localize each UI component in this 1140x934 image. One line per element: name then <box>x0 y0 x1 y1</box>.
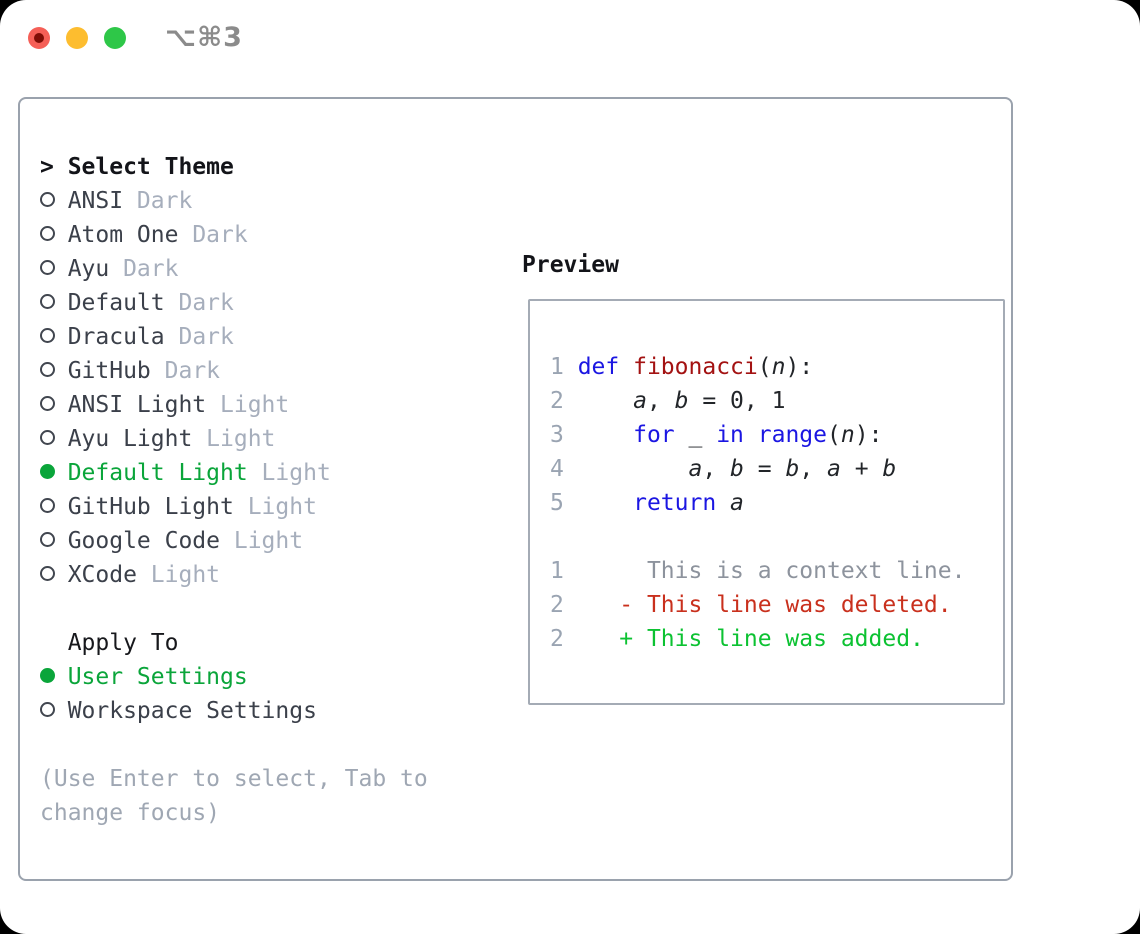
radio-icon <box>40 566 55 581</box>
radio-icon <box>40 532 55 547</box>
marker <box>40 456 68 490</box>
marker <box>40 422 68 456</box>
section-gap <box>40 592 452 626</box>
minimize-button[interactable] <box>66 27 88 49</box>
theme-variant-label: Dark <box>164 290 234 316</box>
radio-icon <box>40 702 55 717</box>
theme-variant-label: Light <box>247 460 331 486</box>
theme-option-default-light[interactable]: Default Light Light <box>40 456 452 490</box>
radio-icon <box>40 430 55 445</box>
radio-icon <box>40 192 55 207</box>
theme-option-label: GitHub Light <box>67 494 234 520</box>
zoom-button[interactable] <box>104 27 126 49</box>
select-theme-title: Select Theme <box>67 154 234 180</box>
theme-option-ansi-light[interactable]: ANSI Light Light <box>40 388 452 422</box>
code-line: 2 - This line was deleted. <box>550 592 952 618</box>
apply-option-label: Workspace Settings <box>67 698 317 724</box>
marker <box>40 490 68 524</box>
theme-variant-label: Dark <box>178 222 248 248</box>
code-line: 2 a, b = 0, 1 <box>550 388 786 414</box>
theme-variant-label: Dark <box>150 358 221 384</box>
theme-variant-label: Dark <box>164 324 234 350</box>
theme-option-label: Atom One <box>67 222 179 248</box>
theme-option-label: ANSI <box>67 188 124 214</box>
code-line: 5 return a <box>550 490 744 516</box>
apply-option-workspace-settings[interactable]: Workspace Settings <box>40 694 452 728</box>
theme-variant-label: Light <box>206 392 290 418</box>
theme-option-label: Default Light <box>67 460 248 486</box>
select-theme-header: > Select Theme <box>40 150 452 184</box>
code-line: 3 for _ in range(n): <box>550 422 883 448</box>
marker <box>40 660 68 694</box>
record-dot-icon <box>34 33 44 43</box>
marker <box>40 252 68 286</box>
marker <box>40 286 68 320</box>
selection-caret-icon: > <box>40 154 54 180</box>
marker <box>40 184 68 218</box>
theme-option-default[interactable]: Default Dark <box>40 286 452 320</box>
theme-option-label: XCode <box>67 562 137 588</box>
theme-variant-label: Light <box>233 494 317 520</box>
theme-option-label: Ayu Light <box>67 426 193 452</box>
theme-option-xcode[interactable]: XCode Light <box>40 558 452 592</box>
marker <box>40 524 68 558</box>
apply-to-header: Apply To <box>40 626 452 660</box>
apply-option-label: User Settings <box>67 664 248 690</box>
theme-option-label: GitHub <box>67 358 151 384</box>
radio-icon <box>40 226 55 241</box>
theme-variant-label: Dark <box>123 188 193 214</box>
theme-column: > Select Theme ANSI Dark Atom One Dark Ayu … <box>40 150 452 830</box>
code-line: 2 + This line was added. <box>550 626 924 652</box>
theme-option-ayu[interactable]: Ayu Dark <box>40 252 452 286</box>
marker <box>40 218 68 252</box>
window-shortcut-label: ⌥⌘3 <box>165 22 243 53</box>
theme-option-label: Dracula <box>67 324 165 350</box>
code-line: 4 a, b = b, a + b <box>550 456 897 482</box>
radio-selected-icon <box>40 464 55 479</box>
preview-title: Preview <box>522 252 619 278</box>
apply-to-options-list: User Settings Workspace Settings <box>40 660 452 728</box>
radio-icon <box>40 396 55 411</box>
code-line <box>550 520 1003 554</box>
theme-option-atom-one[interactable]: Atom One Dark <box>40 218 452 252</box>
theme-option-ayu-light[interactable]: Ayu Light Light <box>40 422 452 456</box>
radio-icon <box>40 260 55 275</box>
apply-option-user-settings[interactable]: User Settings <box>40 660 452 694</box>
radio-icon <box>40 498 55 513</box>
code-line: 1 This is a context line. <box>550 558 966 584</box>
radio-icon <box>40 328 55 343</box>
theme-option-label: Google Code <box>67 528 221 554</box>
marker <box>40 354 68 388</box>
theme-variant-label: Light <box>192 426 276 452</box>
theme-option-label: ANSI Light <box>67 392 207 418</box>
theme-option-github[interactable]: GitHub Dark <box>40 354 452 388</box>
theme-option-github-light[interactable]: GitHub Light Light <box>40 490 452 524</box>
theme-variant-label: Light <box>220 528 304 554</box>
theme-options-list: ANSI Dark Atom One Dark Ayu Dark Default Da… <box>40 184 452 592</box>
hint-text: (Use Enter to select, Tab to change focu… <box>40 766 428 826</box>
theme-option-label: Default <box>67 290 165 316</box>
theme-variant-label: Light <box>136 562 221 588</box>
theme-option-label: Ayu <box>67 256 110 282</box>
theme-option-dracula[interactable]: Dracula Dark <box>40 320 452 354</box>
apply-to-title: Apply To <box>67 630 179 656</box>
marker <box>40 320 68 354</box>
theme-variant-label: Dark <box>109 256 179 282</box>
theme-option-google-code[interactable]: Google Code Light <box>40 524 452 558</box>
marker <box>40 694 68 728</box>
section-gap <box>40 728 452 762</box>
marker <box>40 558 68 592</box>
theme-option-ansi[interactable]: ANSI Dark <box>40 184 452 218</box>
close-button[interactable] <box>28 27 50 49</box>
radio-icon <box>40 294 55 309</box>
code-line: 1 def fibonacci(n): <box>550 354 814 380</box>
radio-selected-icon <box>40 668 55 683</box>
preview-code: 1 def fibonacci(n): 2 a, b = 0, 1 3 for _ … <box>530 301 1003 656</box>
marker <box>40 388 68 422</box>
radio-icon <box>40 362 55 377</box>
preview-box: 1 def fibonacci(n): 2 a, b = 0, 1 3 for _ … <box>528 299 1005 705</box>
theme-selector-panel: > Select Theme ANSI Dark Atom One Dark Ayu … <box>18 97 1013 881</box>
